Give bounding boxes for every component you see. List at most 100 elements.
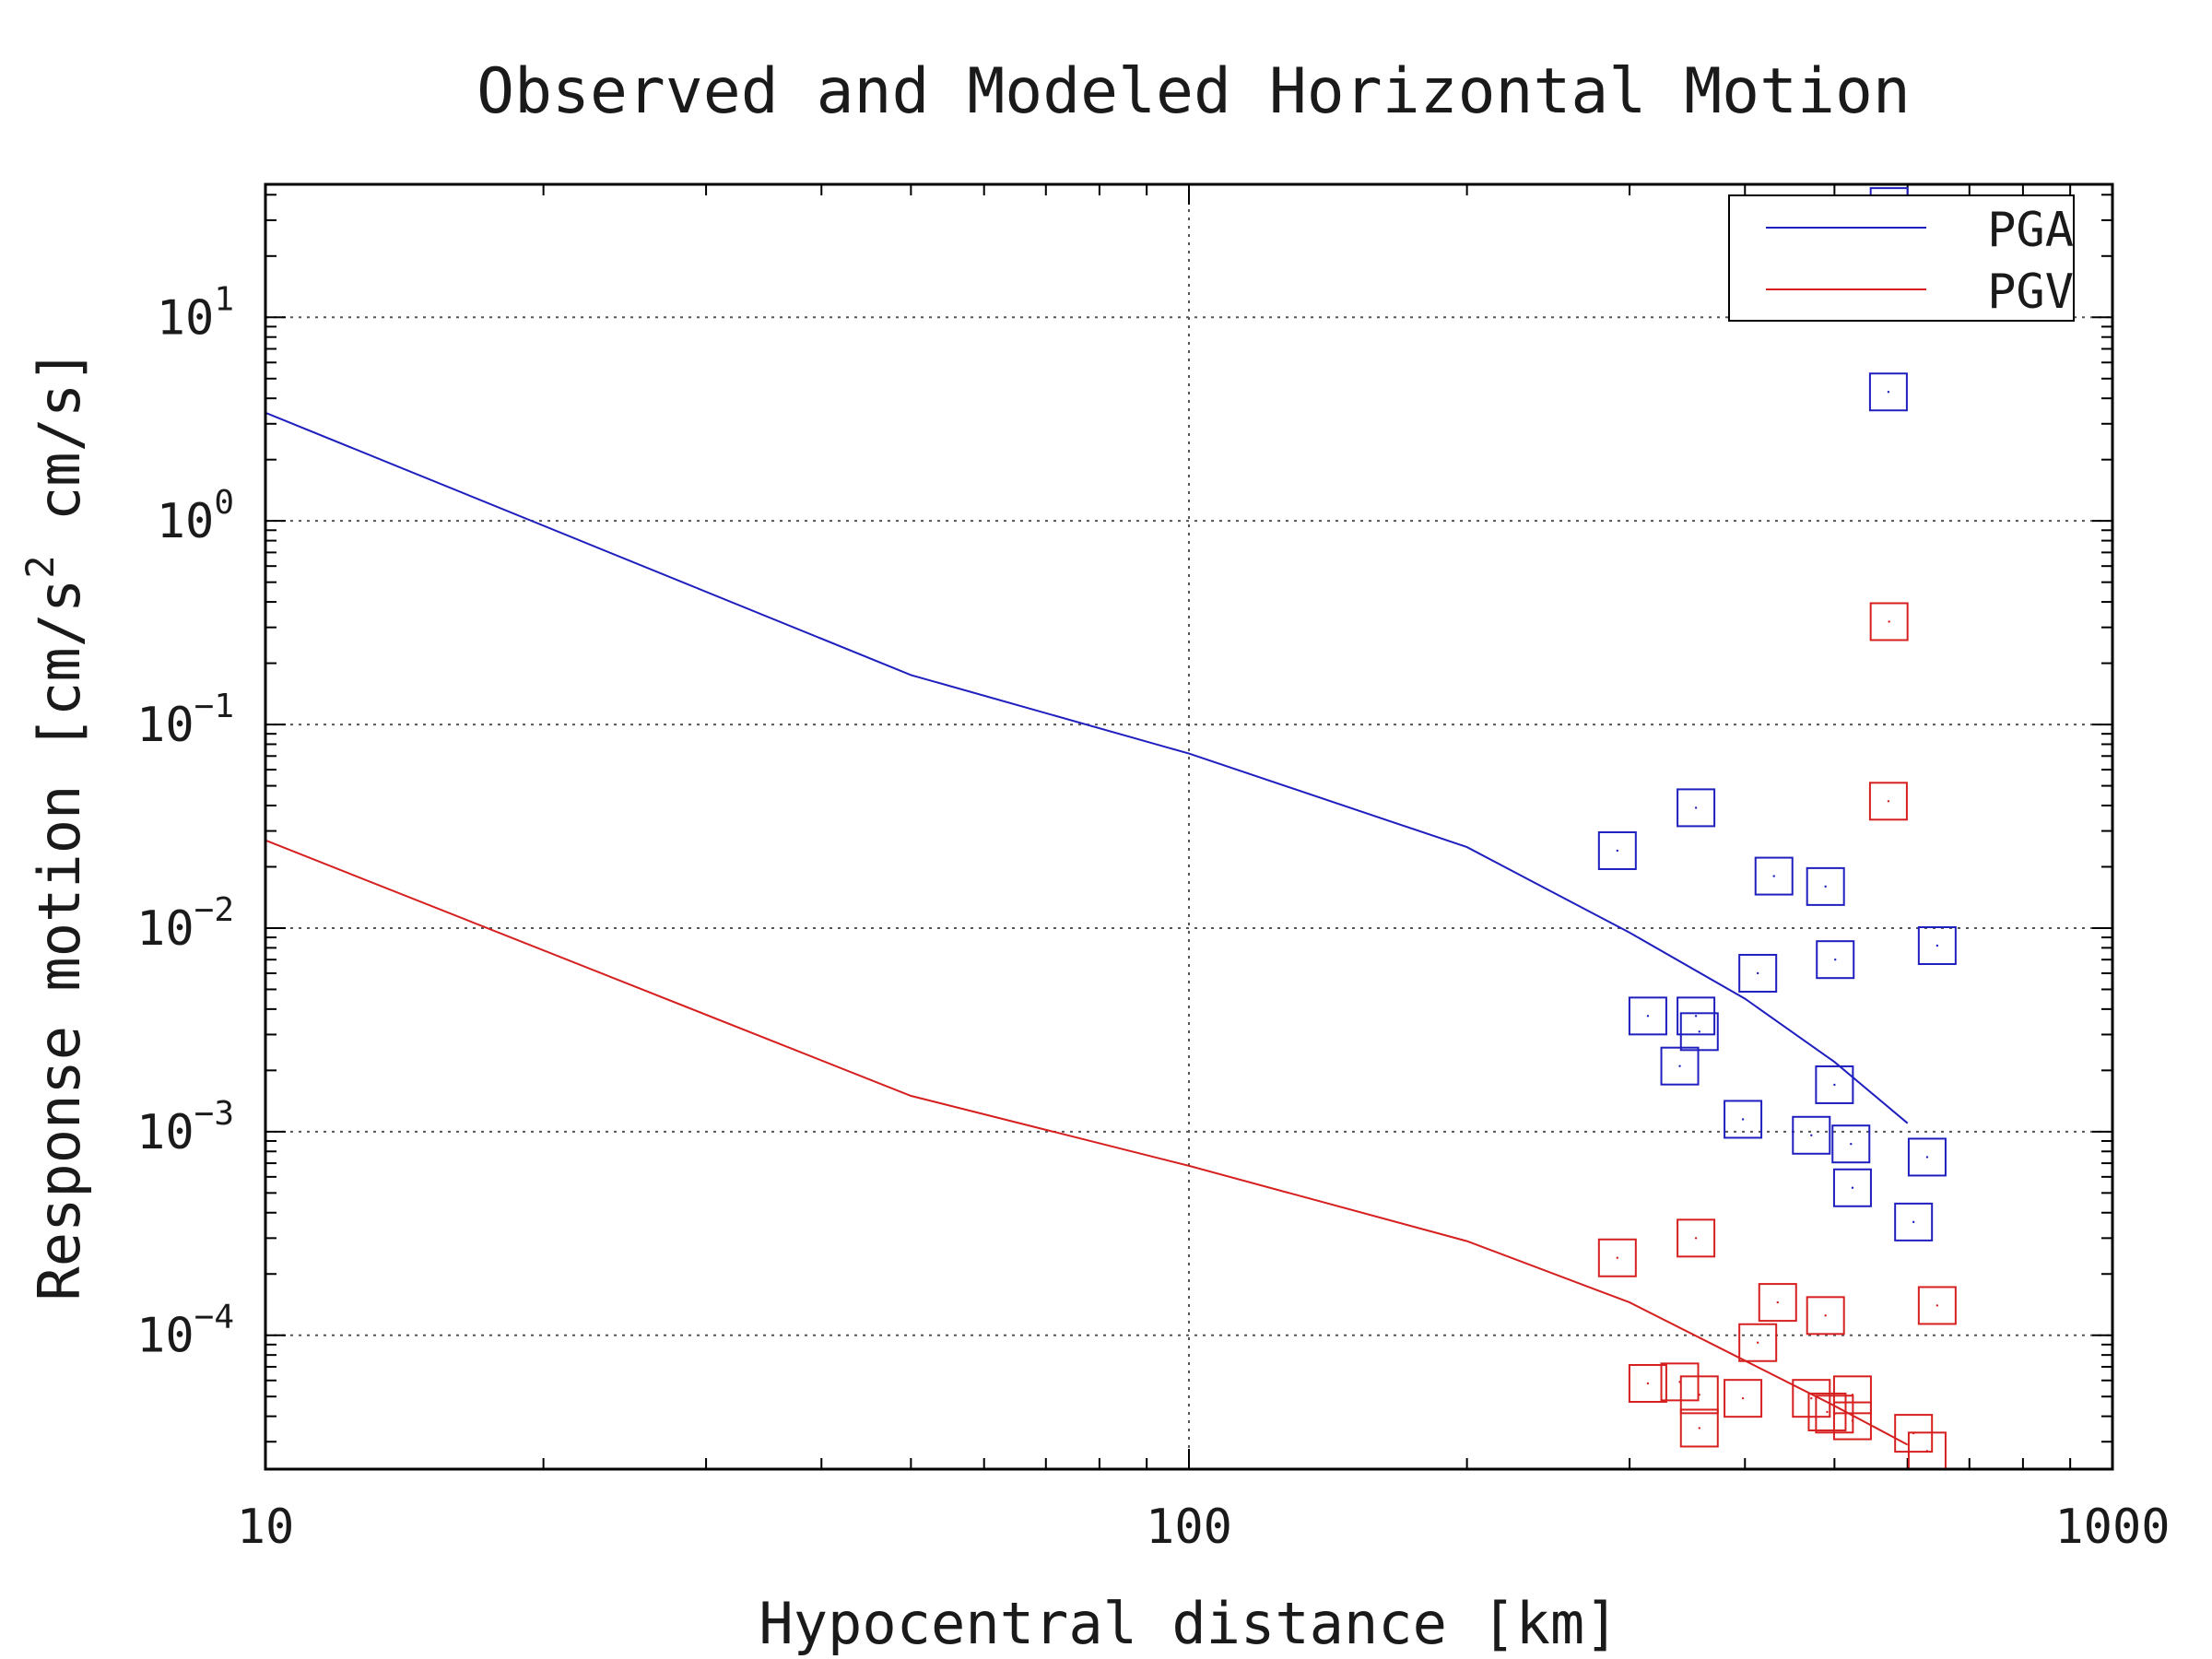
data-point-center-pga: [1851, 1186, 1854, 1189]
x-tick-label: 10: [237, 1500, 295, 1555]
y-tick-exponent: 0: [214, 484, 234, 522]
data-point-pga: [1597, 830, 1637, 870]
data-point-pga: [1677, 788, 1716, 828]
data-point-pgv: [1832, 1401, 1872, 1441]
data-point-pgv: [1758, 1283, 1797, 1323]
y-tick-exponent: −2: [194, 891, 234, 929]
data-point-center-pga: [1772, 875, 1775, 877]
data-point-center-pga: [1616, 849, 1619, 853]
data-point-pgv: [1628, 1364, 1667, 1404]
data-point-center-pgv: [1851, 1419, 1854, 1422]
data-point-pgv: [1917, 1286, 1957, 1325]
data-point-center-pgv: [1851, 1394, 1854, 1396]
data-point-pgv: [1597, 1238, 1637, 1277]
data-point-center-pga: [1694, 1015, 1698, 1018]
data-point-pga: [1816, 940, 1855, 980]
data-point-pgv: [1807, 1392, 1847, 1431]
y-tick-label: 101: [157, 280, 234, 346]
data-point-pga: [1677, 996, 1716, 1036]
data-point-center-pgv: [1646, 1382, 1650, 1385]
y-tick-exponent: −1: [194, 688, 234, 725]
data-point-pgv: [1724, 1379, 1763, 1418]
data-point-center-pga: [1850, 1143, 1853, 1146]
data-point-center-pgv: [1776, 1300, 1779, 1304]
data-point-center-pgv: [1694, 1237, 1698, 1240]
data-point-center-pgv: [1887, 800, 1890, 803]
data-point-pgv: [1832, 1375, 1872, 1415]
data-point-pgv: [1738, 1323, 1778, 1362]
legend-label-pga: PGA: [1987, 203, 2074, 258]
data-point-center-pga: [1824, 885, 1827, 888]
y-tick-exponent: −4: [194, 1299, 234, 1336]
data-point-center-pga: [1756, 971, 1759, 975]
data-point-pgv: [1868, 782, 1908, 821]
legend-label-pgv: PGV: [1987, 265, 2074, 320]
data-point-pga: [1868, 372, 1908, 412]
y-tick-base: 10: [157, 494, 215, 549]
y-tick-label: 10−3: [136, 1095, 234, 1160]
data-point-center-pgv: [1756, 1341, 1759, 1344]
data-point-pga: [1660, 1046, 1700, 1086]
data-point-pga: [1754, 856, 1794, 896]
x-tick-label: 100: [1146, 1500, 1232, 1555]
data-point-pgv: [1679, 1408, 1719, 1448]
y-tick-base: 10: [136, 901, 194, 957]
data-point-center-pga: [1741, 1118, 1745, 1121]
y-tick-base: 10: [136, 1105, 194, 1160]
data-point-center-pgv: [1616, 1256, 1619, 1259]
data-point-center-pgv: [1741, 1396, 1745, 1400]
y-axis-label: Response motion [cm/s2 cm/s]: [18, 348, 93, 1300]
data-point-pgv: [1792, 1379, 1831, 1418]
data-point-center-pgv: [1936, 1304, 1939, 1307]
data-point-center-pgv: [1698, 1427, 1700, 1430]
data-point-pga: [1815, 1065, 1854, 1104]
data-point-pga: [1679, 1012, 1719, 1052]
series-markers: [1597, 187, 1957, 1471]
y-axis-label-sup: 2: [18, 555, 63, 578]
data-point-center-pga: [1698, 1030, 1700, 1033]
y-tick-exponent: −3: [194, 1095, 234, 1133]
data-point-center-pgv: [1826, 1410, 1829, 1414]
legend-box: [1728, 194, 2075, 322]
data-point-center-pga: [1694, 806, 1698, 809]
data-point-pga: [1628, 996, 1667, 1036]
data-point-center-pga: [1887, 391, 1890, 394]
y-tick-label: 10−4: [136, 1299, 234, 1364]
y-tick-label: 10−2: [136, 891, 234, 957]
data-point-center-pga: [1646, 1015, 1650, 1018]
y-tick-label: 100: [157, 484, 234, 549]
data-point-pgv: [1679, 1375, 1719, 1415]
data-point-pga: [1917, 926, 1957, 966]
data-point-pga: [1724, 1100, 1763, 1139]
data-point-pga: [1894, 1202, 1934, 1241]
y-tick-base: 10: [136, 698, 194, 753]
data-point-center-pga: [1912, 1220, 1915, 1224]
data-point-center-pgv: [1698, 1394, 1700, 1396]
grid-lines: [265, 184, 2112, 1469]
data-point-pga: [1907, 1137, 1947, 1177]
y-tick-base: 10: [136, 1309, 194, 1364]
series-line-pgv: [265, 839, 1909, 1446]
data-point-pga: [1832, 1168, 1872, 1207]
data-point-center-pga: [1678, 1065, 1681, 1067]
data-point-center-pgv: [1810, 1396, 1813, 1400]
data-point-pga: [1738, 953, 1778, 993]
data-point-center-pga: [1925, 1156, 1929, 1159]
data-point-center-pgv: [1824, 1314, 1827, 1317]
series-line-pga: [265, 411, 1909, 1124]
chart-title: Observed and Modeled Horizontal Motion: [477, 55, 1911, 128]
data-point-center-pga: [1833, 1083, 1836, 1087]
y-tick-exponent: 1: [214, 280, 234, 318]
legend: PGA PGV: [1728, 194, 2075, 322]
data-point-pgv: [1869, 602, 1909, 641]
data-point-pga: [1831, 1124, 1871, 1164]
series-lines: [265, 411, 1909, 1446]
x-tick-labels: 10 100 1000: [237, 1500, 2171, 1555]
data-point-center-pga: [1834, 958, 1837, 961]
x-tick-label: 1000: [2054, 1500, 2170, 1555]
data-point-pga: [1792, 1115, 1831, 1155]
data-point-center-pgv: [1888, 620, 1890, 623]
data-point-pgv: [1806, 1296, 1845, 1335]
data-point-center-pgv: [1925, 1450, 1929, 1453]
